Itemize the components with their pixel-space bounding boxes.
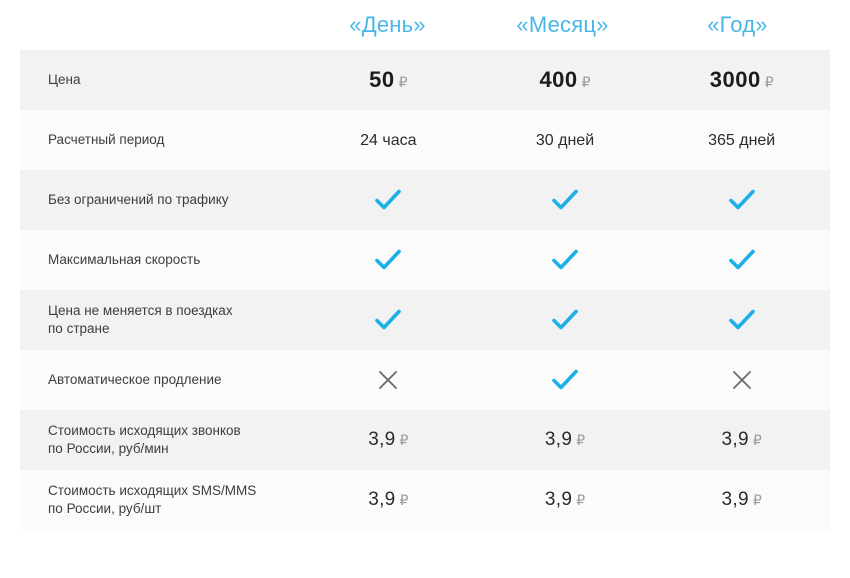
feature-label: Расчетный период — [48, 132, 165, 147]
table-row: Стоимость исходящих звонков по России, ру… — [20, 410, 830, 470]
value-day — [300, 369, 477, 391]
value-day: 3,9 ₽ — [368, 429, 409, 450]
value-day — [300, 189, 477, 211]
value-day — [300, 309, 477, 331]
value-month: 3,9 ₽ — [544, 489, 586, 510]
value-year: 3,9 ₽ — [721, 429, 762, 450]
feature-label: Автоматическое продление — [48, 372, 222, 387]
value-day: 3,9 ₽ — [368, 489, 409, 510]
table-row: Автоматическое продление — [20, 350, 830, 410]
value-month: 400 ₽ — [539, 67, 591, 92]
value-month — [477, 249, 654, 271]
table-row: Стоимость исходящих SMS/MMS по России, ру… — [20, 470, 830, 530]
value-day: 24 часа — [360, 132, 417, 149]
feature-label: Максимальная скорость — [48, 252, 201, 267]
value-year: 365 дней — [708, 132, 776, 149]
check-icon — [552, 369, 578, 391]
value-year — [653, 369, 830, 391]
check-icon — [552, 309, 578, 331]
feature-label: Стоимость исходящих SMS/MMS по России, ру… — [48, 483, 257, 516]
feature-label: Без ограничений по трафику — [48, 192, 229, 207]
plan-header-month[interactable]: «Месяц» — [516, 12, 609, 37]
feature-label: Цена не меняется в поездках по стране — [48, 303, 233, 336]
table-row: Максимальная скорость — [20, 230, 830, 290]
check-icon — [728, 249, 755, 271]
cross-icon — [377, 369, 399, 391]
table-body: Цена 50 ₽ 400 ₽ 3000 ₽ Расчетный период 24 часа 3… — [0, 50, 850, 530]
feature-label: Стоимость исходящих звонков по России, ру… — [48, 423, 241, 456]
value-year — [653, 249, 830, 271]
value-year: 3,9 ₽ — [721, 489, 762, 510]
value-month: 30 дней — [535, 132, 595, 149]
check-icon — [552, 189, 578, 211]
check-icon — [375, 309, 402, 331]
check-icon — [375, 189, 402, 211]
value-day — [300, 249, 477, 271]
value-month — [477, 369, 654, 391]
check-icon — [552, 249, 578, 271]
value-year — [653, 309, 830, 331]
table-row: Без ограничений по трафику — [20, 170, 830, 230]
table-row: Расчетный период 24 часа 30 дней 365 дней — [20, 110, 830, 170]
check-icon — [375, 249, 402, 271]
value-day: 50 ₽ — [369, 67, 408, 92]
plan-header-day[interactable]: «День» — [349, 12, 426, 37]
value-month — [477, 309, 654, 331]
value-month — [477, 189, 654, 211]
value-year — [653, 189, 830, 211]
check-icon — [728, 309, 755, 331]
table-header-row: «День» «Месяц» «Год» — [0, 0, 850, 50]
check-icon — [728, 189, 755, 211]
value-month: 3,9 ₽ — [544, 429, 586, 450]
plan-header-year[interactable]: «Год» — [707, 12, 768, 37]
value-year: 3000 ₽ — [709, 67, 774, 92]
cross-icon — [731, 369, 753, 391]
table-row: Цена 50 ₽ 400 ₽ 3000 ₽ — [20, 50, 830, 110]
table-row: Цена не меняется в поездках по стране — [20, 290, 830, 350]
feature-label: Цена — [48, 72, 81, 87]
